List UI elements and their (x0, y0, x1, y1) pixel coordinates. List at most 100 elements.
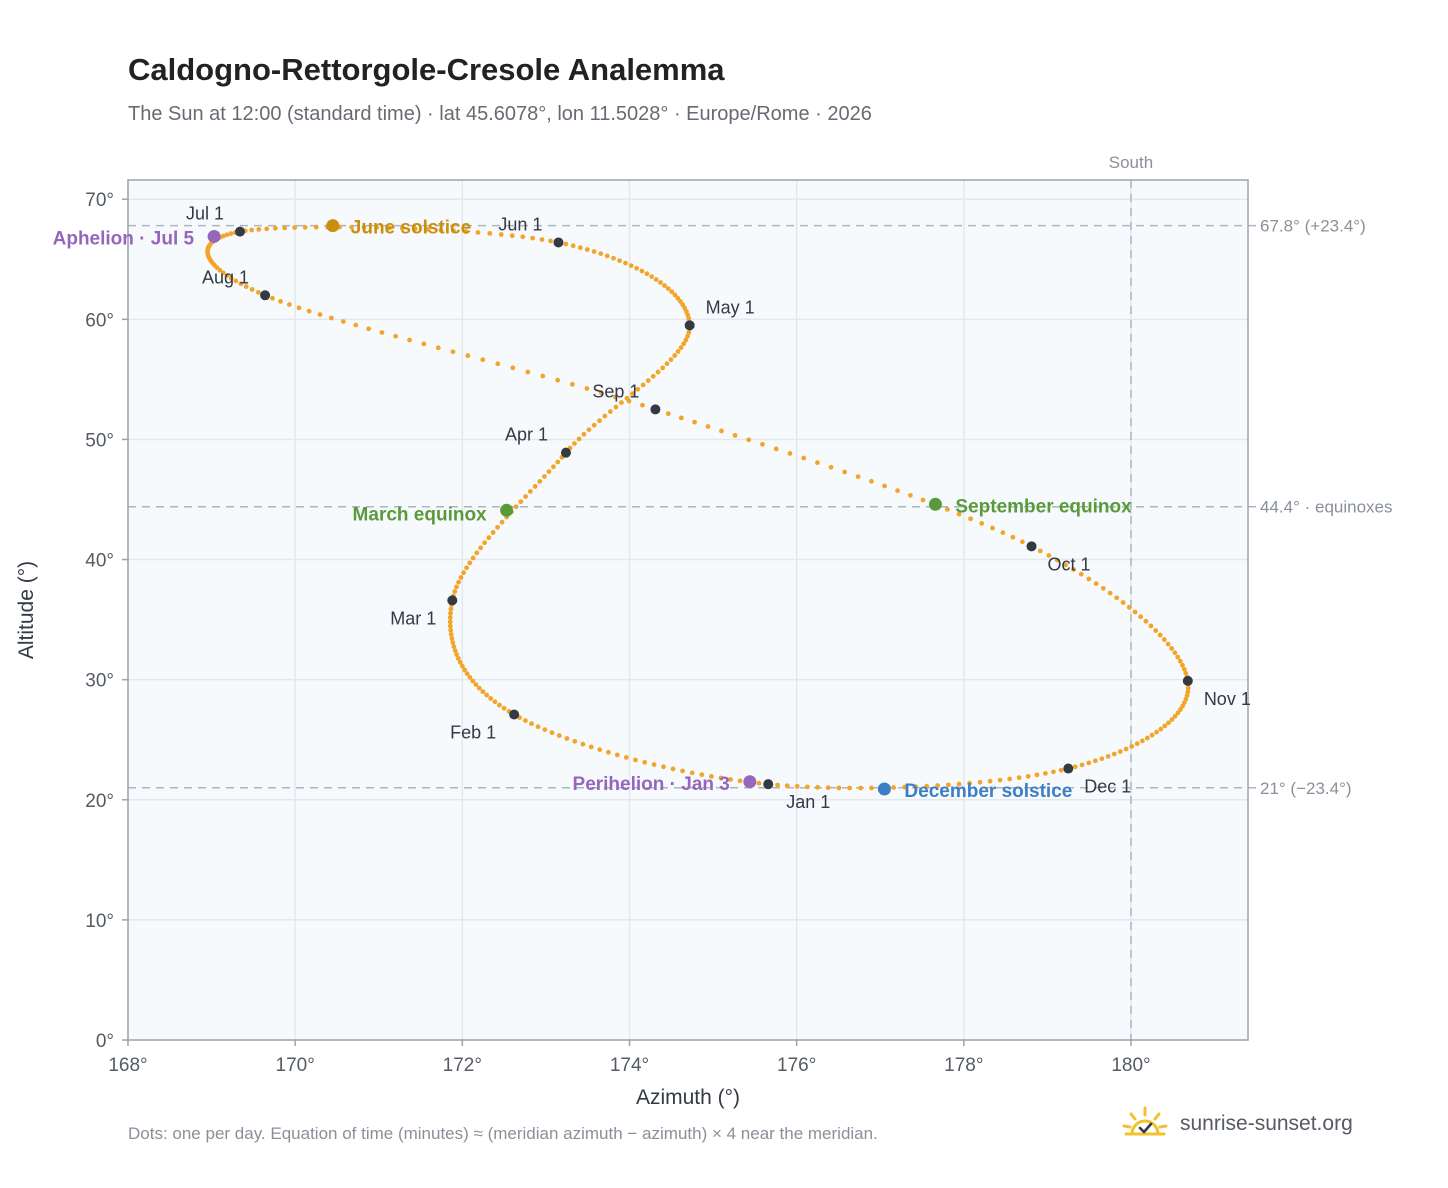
month-marker (763, 779, 774, 790)
daily-sun-dot (935, 783, 940, 788)
daily-sun-dot (498, 232, 504, 237)
daily-sun-dot (518, 499, 524, 505)
event-marker (743, 775, 757, 789)
daily-sun-dot (709, 773, 714, 779)
daily-sun-dot (527, 489, 533, 494)
daily-sun-dot (510, 365, 516, 371)
daily-sun-dot (302, 224, 308, 230)
daily-sun-dot (660, 365, 666, 371)
daily-sun-dot (448, 606, 454, 612)
daily-sun-dot (407, 337, 412, 343)
daily-sun-dot (448, 627, 454, 633)
month-label: Jun 1 (498, 214, 542, 234)
daily-sun-dot (1175, 654, 1181, 660)
daily-sun-dot (492, 699, 498, 705)
daily-sun-dot (292, 225, 298, 230)
daily-sun-dot (1169, 717, 1175, 722)
daily-sun-dot (532, 484, 538, 489)
daily-sun-dot (1037, 548, 1043, 554)
daily-sun-dot (224, 273, 230, 278)
daily-sun-dot (454, 584, 459, 590)
daily-sun-dot (1157, 632, 1163, 638)
daily-sun-dot (501, 705, 507, 711)
daily-sun-dot (353, 322, 359, 328)
daily-sun-dot (470, 555, 476, 561)
daily-sun-dot (1165, 641, 1171, 647)
daily-sun-dot (272, 225, 278, 231)
daily-sun-dot (1086, 760, 1092, 766)
daily-sun-dot (570, 381, 575, 387)
daily-sun-dot (570, 243, 576, 249)
x-tick-label: 180° (1111, 1055, 1150, 1076)
daily-sun-dot (296, 305, 302, 311)
daily-sun-dot (1185, 689, 1191, 695)
daily-sun-dot (1111, 751, 1117, 757)
month-marker (684, 320, 695, 331)
south-label: South (1109, 153, 1153, 172)
daily-sun-dot (661, 764, 666, 770)
daily-sun-dot (675, 349, 681, 354)
event-label: December solstice (904, 781, 1072, 802)
daily-sun-dot (728, 777, 733, 782)
daily-sun-dot (1117, 749, 1123, 754)
daily-sun-dot (956, 511, 962, 517)
daily-sun-dot (572, 738, 578, 744)
daily-sun-dot (655, 369, 661, 375)
daily-sun-dot (612, 394, 618, 400)
daily-sun-dot (1092, 758, 1098, 764)
daily-sun-dot (584, 386, 590, 391)
brand-name[interactable]: sunrise-sunset.org (1180, 1112, 1353, 1135)
daily-sun-dot (228, 231, 234, 237)
daily-sun-dot (1063, 562, 1068, 568)
x-tick-label: 168° (108, 1055, 147, 1076)
daily-sun-dot (1107, 590, 1113, 596)
month-marker (1182, 675, 1193, 686)
daily-sun-dot (452, 589, 458, 594)
daily-sun-dot (220, 270, 226, 276)
event-label: September equinox (955, 496, 1132, 517)
daily-sun-dot (678, 415, 684, 421)
daily-sun-dot (606, 749, 611, 755)
daily-sun-dot (1126, 604, 1132, 610)
daily-sun-dot (482, 540, 488, 546)
daily-sun-dot (476, 685, 482, 691)
footnote: Dots: one per day. Equation of time (min… (128, 1124, 878, 1143)
brand[interactable]: sunrise-sunset.org (1120, 1104, 1353, 1144)
daily-sun-dot (455, 656, 461, 661)
daily-sun-dot (488, 696, 494, 701)
month-label: Jul 1 (186, 204, 224, 224)
daily-sun-dot (1114, 595, 1120, 601)
daily-sun-dot (719, 428, 724, 434)
daily-sun-dot (425, 226, 431, 232)
daily-sun-dot (564, 736, 570, 741)
daily-sun-dot (586, 427, 592, 433)
daily-sun-dot (623, 260, 628, 266)
daily-sun-dot (243, 284, 249, 289)
daily-sun-dot (634, 265, 640, 271)
daily-sun-dot (264, 226, 270, 232)
daily-sun-dot (967, 780, 972, 786)
event-marker (928, 497, 942, 511)
daily-sun-dot (1180, 662, 1185, 668)
daily-sun-dot (451, 228, 456, 234)
daily-sun-dot (523, 494, 529, 499)
event-marker (500, 503, 514, 517)
daily-sun-dot (486, 535, 492, 541)
daily-sun-dot (773, 446, 779, 452)
daily-sun-dot (329, 315, 334, 321)
sun-check-icon (1122, 1106, 1168, 1136)
daily-sun-dot (387, 225, 392, 231)
daily-sun-dot (306, 308, 312, 314)
event-label: Aphelion · Jul 5 (53, 228, 195, 249)
month-marker (235, 226, 245, 237)
daily-sun-dot (461, 570, 467, 576)
event-marker (877, 782, 891, 796)
daily-sun-dot (1078, 571, 1084, 577)
month-label: Nov 1 (1204, 689, 1251, 709)
daily-sun-dot (1178, 707, 1183, 712)
daily-sun-dot (1086, 576, 1092, 582)
month-label: Apr 1 (505, 425, 548, 445)
daily-sun-dot (1180, 703, 1186, 709)
daily-sun-dot (1072, 764, 1078, 770)
daily-sun-dot (651, 762, 657, 767)
